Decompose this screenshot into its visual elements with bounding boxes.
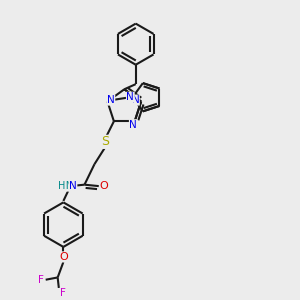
Text: O: O xyxy=(59,252,68,262)
Text: O: O xyxy=(100,181,108,191)
Text: H: H xyxy=(58,181,65,191)
Text: N: N xyxy=(129,120,137,130)
Text: N: N xyxy=(107,95,115,105)
Text: N: N xyxy=(69,181,77,191)
Text: N: N xyxy=(126,92,134,102)
Text: F: F xyxy=(38,275,44,285)
Text: S: S xyxy=(101,135,109,148)
Text: F: F xyxy=(60,288,66,298)
Text: HN: HN xyxy=(58,181,74,191)
Text: N: N xyxy=(132,95,139,105)
